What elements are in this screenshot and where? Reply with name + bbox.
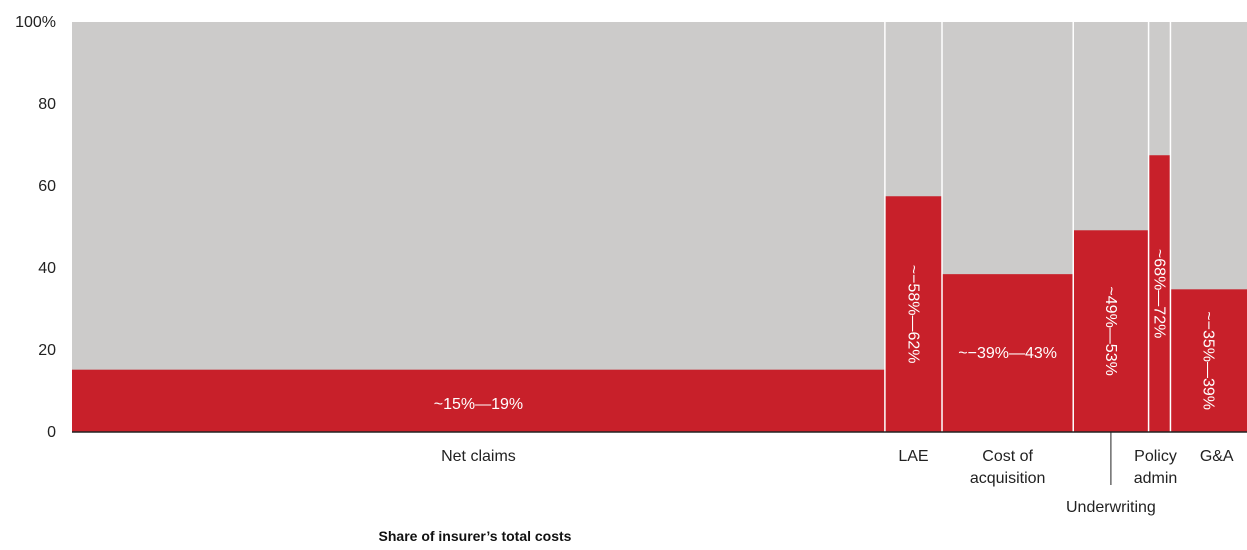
category-label-line: G&A [1200,448,1234,465]
category-label-line: Underwriting [1066,499,1156,516]
y-tick-label: 40 [38,260,56,277]
x-axis-label: Share of insurer’s total costs [379,528,572,544]
category-label-line: acquisition [970,470,1046,487]
column-bar-lae [884,196,943,432]
y-tick-label: 100% [15,14,56,31]
category-label-line: Cost of [982,448,1033,465]
category-label-line: admin [1134,470,1178,487]
category-label-underwriting: Underwriting [1066,432,1156,516]
y-tick-label: 0 [47,424,56,441]
category-label-policy-admin: Policy admin [1134,448,1178,487]
value-label-g-a: ~−35%—39% [1200,311,1217,410]
category-label-lae: LAE [898,448,928,465]
column-bar-g-a [1170,289,1247,432]
category-label-net-claims: Net claims [441,448,516,465]
category-label-cost-of-acquisition: Cost of acquisition [970,448,1046,487]
column-bar-net-claims [72,369,885,432]
column-remainder-net-claims [72,22,885,432]
column-bar-cost-of-acquisition [942,274,1074,432]
y-axis: 0 20 40 60 80 100% [15,14,56,441]
y-tick-label: 20 [38,342,56,359]
value-label-lae: ~−58%—62% [904,265,921,364]
value-label-policy-admin: ~68%—72% [1151,249,1168,338]
column-bar-underwriting [1073,230,1149,432]
y-tick-label: 80 [38,96,56,113]
column-bar-policy-admin [1148,155,1171,432]
category-labels: Net claims LAE Cost of acquisition Underwrit… [441,432,1234,516]
value-label-cost-of-acquisition: ~−39%—43% [958,345,1057,362]
category-label-g-a: G&A [1200,448,1234,465]
value-label-net-claims: ~15%—19% [434,396,523,413]
category-label-line: Net claims [441,448,516,465]
category-label-line: Policy [1134,448,1177,465]
value-label-underwriting: ~49%—53% [1102,286,1119,375]
bar-columns: ~15%—19% ~−58%—62% ~−39%—43% ~49%—53% ~68%—7… [72,22,1247,432]
category-label-line: LAE [898,448,928,465]
y-tick-label: 60 [38,178,56,195]
